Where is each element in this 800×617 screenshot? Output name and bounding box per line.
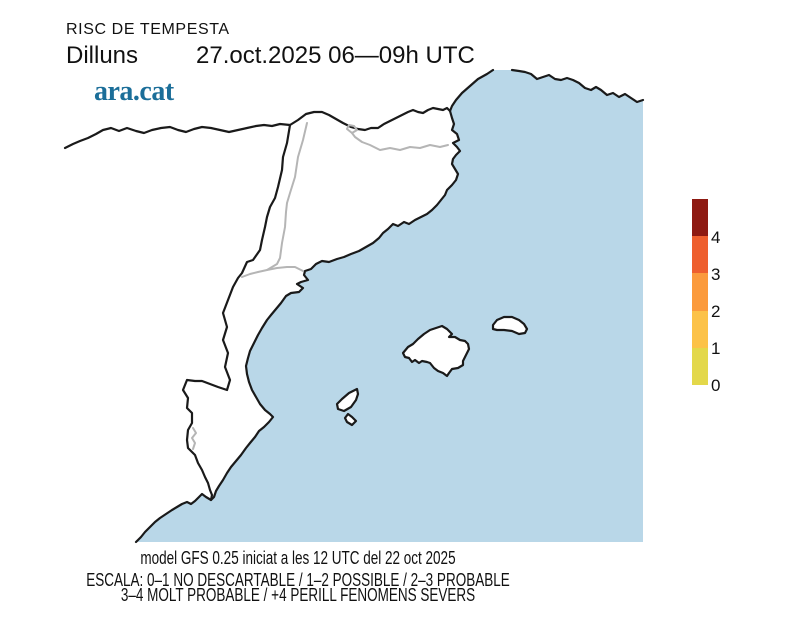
risk-scale-label-0: 0: [711, 376, 721, 395]
aragon-border-path: [181, 123, 292, 502]
risk-segment-0-1: [692, 347, 708, 385]
island-ibiza: [335, 387, 360, 413]
provincial-border-west-path: [266, 122, 308, 271]
risk-scale-label-3: 3: [711, 265, 721, 284]
risk-scale-label-1: 1: [711, 339, 721, 358]
pyrenees-border-path: [63, 106, 452, 150]
risk-segment-1-2: [692, 310, 708, 348]
provincial-border-valencia-path: [191, 427, 197, 450]
scale-info-line-2: 3–4 MOLT PROBABLE / +4 PERILL FENOMENS S…: [120, 585, 476, 605]
provincial-border-south-path: [241, 266, 304, 278]
forecast-day-label: Dilluns: [66, 42, 139, 69]
island-mallorca: [401, 324, 471, 378]
sea-shape: [136, 70, 643, 542]
provincial-border-girona-path: [351, 132, 449, 151]
island-menorca: [491, 315, 529, 336]
model-info-line: model GFS 0.25 iniciat a les 12 UTC del …: [140, 548, 456, 568]
risk-scale-label-4: 4: [711, 228, 721, 247]
risk-segment-3-4: [692, 236, 708, 274]
mainland-coastline-path: [134, 68, 495, 544]
risk-scale-label-2: 2: [711, 302, 721, 321]
forecast-datetime-label: 27.oct.2025 06—09h UTC: [196, 42, 475, 69]
risk-segment-4plus: [692, 199, 708, 237]
island-formentera: [343, 412, 358, 427]
risk-segment-2-3: [692, 273, 708, 311]
scale-info-line-1: ESCALA: 0–1 NO DESCARTABLE / 1–2 POSSIBL…: [86, 570, 510, 590]
page-title: RISC DE TEMPESTA: [66, 21, 230, 38]
llivia-enclave-outline: [346, 124, 358, 134]
aracat-logo: ara.cat: [94, 76, 174, 107]
risk-scale-colorbar: [692, 199, 708, 385]
france-coastline-path: [510, 68, 645, 104]
